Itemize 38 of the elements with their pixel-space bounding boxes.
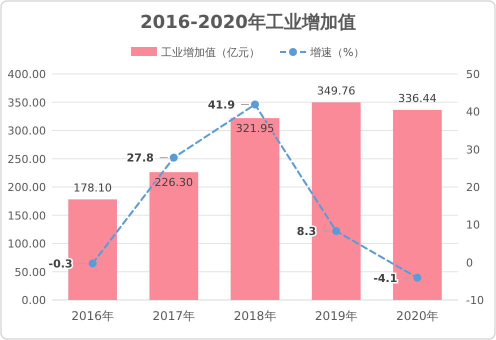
legend-label: 增速（%） xyxy=(309,46,364,59)
bar xyxy=(230,118,280,300)
y-tick-label: 200.00 xyxy=(8,181,46,194)
data-label: 349.76 xyxy=(316,84,356,98)
data-label: 178.10 xyxy=(73,181,112,194)
data-label: 41.9 xyxy=(208,98,235,112)
point xyxy=(88,259,97,268)
y-tick-label: 400.00 xyxy=(8,68,46,81)
data-label: 226.30 xyxy=(154,176,194,190)
y2-tick-label: 0 xyxy=(466,256,473,270)
y2-tick-label: 10 xyxy=(466,218,480,232)
legend-label: 工业增加值（亿元） xyxy=(161,46,260,59)
chart-title: 2016-2020年工业增加值 xyxy=(140,12,356,33)
point xyxy=(413,274,422,282)
y2-tick-label: 20 xyxy=(466,181,480,194)
x-tick-label: 2018年 xyxy=(234,309,276,323)
y-tick-label: 150.00 xyxy=(8,209,46,222)
y2-tick-label: 50 xyxy=(466,68,480,81)
x-tick-label: 2019年 xyxy=(314,309,358,323)
y-tick-label: 250.00 xyxy=(8,152,46,166)
x-tick-label: 2017年 xyxy=(152,309,196,323)
y2-tick-label: -10 xyxy=(466,294,484,307)
point xyxy=(251,100,259,109)
y-tick-label: 0.00 xyxy=(22,294,46,307)
y-tick-label: 300.00 xyxy=(8,124,46,138)
y-tick-label: 50.00 xyxy=(14,266,46,279)
bar xyxy=(149,172,198,300)
x-tick-label: 2016年 xyxy=(71,309,114,323)
data-label: 336.44 xyxy=(398,92,437,105)
x-tick-label: 2020年 xyxy=(396,309,439,323)
y2-tick-label: 40 xyxy=(466,106,480,119)
point xyxy=(170,154,178,162)
point xyxy=(332,227,340,236)
y-tick-label: 350.00 xyxy=(8,96,46,110)
y2-tick-label: 30 xyxy=(466,143,480,156)
data-label: 321.95 xyxy=(236,122,274,136)
y-tick-label: 100.00 xyxy=(8,238,46,250)
data-label: 27.8 xyxy=(126,152,154,165)
